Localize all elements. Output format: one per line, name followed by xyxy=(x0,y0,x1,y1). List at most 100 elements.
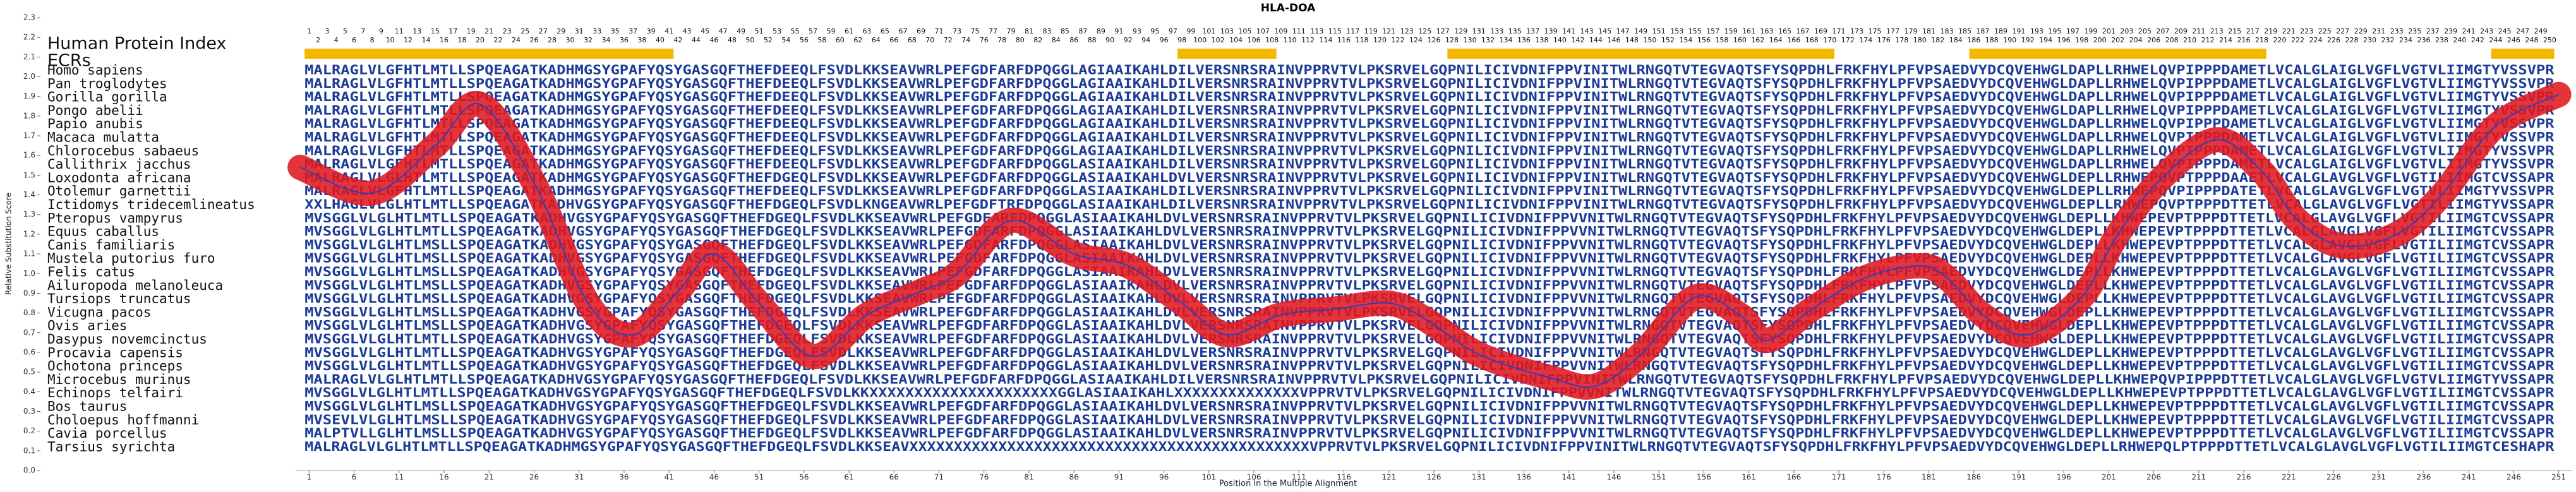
position-label: 248 xyxy=(2525,36,2538,44)
position-label: 100 xyxy=(1193,36,1207,44)
position-label: 238 xyxy=(2435,36,2448,44)
position-label: 49 xyxy=(737,27,745,35)
position-label: 65 xyxy=(881,27,889,35)
position-label: 58 xyxy=(817,36,826,44)
species-name: Loxodonta africana xyxy=(47,170,191,185)
x-tick-label: 96 xyxy=(1159,473,1169,482)
position-label: 18 xyxy=(458,36,467,44)
position-label: 176 xyxy=(1877,36,1891,44)
position-label: 4 xyxy=(334,36,339,44)
index-label: Human Protein Index xyxy=(47,34,227,54)
y-tick-label: 0.2 xyxy=(23,426,35,435)
x-tick-label: 41 xyxy=(665,473,674,482)
x-tick-label: 151 xyxy=(1652,473,1666,482)
position-label: 32 xyxy=(584,36,593,44)
x-tick-label: 121 xyxy=(1381,473,1396,482)
position-label: 213 xyxy=(2210,27,2224,35)
position-label: 55 xyxy=(791,27,800,35)
position-label: 185 xyxy=(1958,27,1971,35)
y-tick-label: 2.3 xyxy=(23,13,35,22)
position-label: 15 xyxy=(431,27,440,35)
position-label: 215 xyxy=(2228,27,2241,35)
ecr-bar xyxy=(1447,49,1834,59)
x-tick-label: 116 xyxy=(1337,473,1351,482)
position-label: 5 xyxy=(343,27,347,35)
sequence: MVSGGLVLGLHTLMTLLSPQEAGATKADHVGSYGPAFYQS… xyxy=(304,385,2555,400)
position-label: 74 xyxy=(961,36,970,44)
position-label: 104 xyxy=(1229,36,1243,44)
position-label: 208 xyxy=(2165,36,2179,44)
position-label: 21 xyxy=(485,27,493,35)
position-label: 156 xyxy=(1697,36,1711,44)
position-label: 77 xyxy=(989,27,997,35)
position-label: 186 xyxy=(1967,36,1980,44)
position-label: 97 xyxy=(1169,27,1177,35)
position-label: 138 xyxy=(1535,36,1548,44)
position-label: 14 xyxy=(422,36,431,44)
position-label: 120 xyxy=(1373,36,1387,44)
position-label: 39 xyxy=(647,27,656,35)
x-tick-label: 176 xyxy=(1877,473,1891,482)
position-label: 171 xyxy=(1833,27,1846,35)
position-label: 196 xyxy=(2057,36,2071,44)
position-label: 117 xyxy=(1346,27,1359,35)
y-tick-label: 1.2 xyxy=(23,229,35,238)
position-label: 228 xyxy=(2345,36,2358,44)
position-label: 6 xyxy=(352,36,356,44)
x-tick-label: 111 xyxy=(1292,473,1306,482)
position-label: 220 xyxy=(2273,36,2287,44)
position-label: 44 xyxy=(692,36,701,44)
sequence: MVSGGLVLGLHTLMTLLSPQEAGATKADHVGSYGPAFYQS… xyxy=(304,345,2555,360)
position-label: 246 xyxy=(2507,36,2520,44)
x-tick-label: 136 xyxy=(1517,473,1531,482)
sequence: MVSGGLVLGLHTLMSLLSPQEAGATKADHVGSYGPAFYQS… xyxy=(304,399,2555,414)
position-label: 93 xyxy=(1133,27,1141,35)
x-tick-label: 81 xyxy=(1024,473,1033,482)
y-tick-label: 1.0 xyxy=(23,269,35,278)
position-label: 59 xyxy=(827,27,836,35)
position-label: 48 xyxy=(728,36,737,44)
position-label: 163 xyxy=(1760,27,1774,35)
position-label: 75 xyxy=(971,27,980,35)
position-label: 122 xyxy=(1392,36,1405,44)
x-tick-label: 166 xyxy=(1786,473,1801,482)
position-label: 112 xyxy=(1301,36,1315,44)
position-label: 124 xyxy=(1409,36,1423,44)
position-label: 247 xyxy=(2516,27,2529,35)
position-label: 102 xyxy=(1212,36,1225,44)
x-tick-label: 21 xyxy=(485,473,494,482)
position-label: 212 xyxy=(2201,36,2215,44)
position-label: 184 xyxy=(1949,36,1963,44)
position-label: 152 xyxy=(1661,36,1675,44)
position-label: 57 xyxy=(809,27,817,35)
ecr-bar xyxy=(1177,49,1277,59)
position-label: 133 xyxy=(1490,27,1503,35)
ecr-label: ECRs xyxy=(47,51,91,71)
position-label: 34 xyxy=(601,36,610,44)
position-label: 140 xyxy=(1553,36,1567,44)
x-tick-label: 231 xyxy=(2371,473,2386,482)
position-label: 240 xyxy=(2453,36,2466,44)
position-label: 204 xyxy=(2129,36,2143,44)
position-label: 232 xyxy=(2381,36,2394,44)
position-label: 123 xyxy=(1400,27,1414,35)
position-label: 250 xyxy=(2543,36,2556,44)
x-tick-label: 241 xyxy=(2462,473,2476,482)
position-label: 224 xyxy=(2309,36,2323,44)
position-label: 94 xyxy=(1141,36,1150,44)
position-label: 108 xyxy=(1265,36,1279,44)
position-label: 88 xyxy=(1088,36,1097,44)
position-label: 127 xyxy=(1436,27,1450,35)
position-label: 107 xyxy=(1256,27,1270,35)
x-tick-label: 251 xyxy=(2551,473,2566,482)
position-label: 81 xyxy=(1025,27,1033,35)
y-tick-label: 0.4 xyxy=(23,387,35,396)
x-tick-label: 236 xyxy=(2417,473,2431,482)
sequence: MVSGGLVLGLHTLMSLLSPQEAGATKADHVGSYGPAFYQS… xyxy=(304,237,2555,252)
position-label: 180 xyxy=(1913,36,1927,44)
position-label: 84 xyxy=(1052,36,1061,44)
position-label: 82 xyxy=(1033,36,1042,44)
position-label: 52 xyxy=(764,36,773,44)
position-label: 187 xyxy=(1976,27,1989,35)
position-label: 7 xyxy=(361,27,365,35)
